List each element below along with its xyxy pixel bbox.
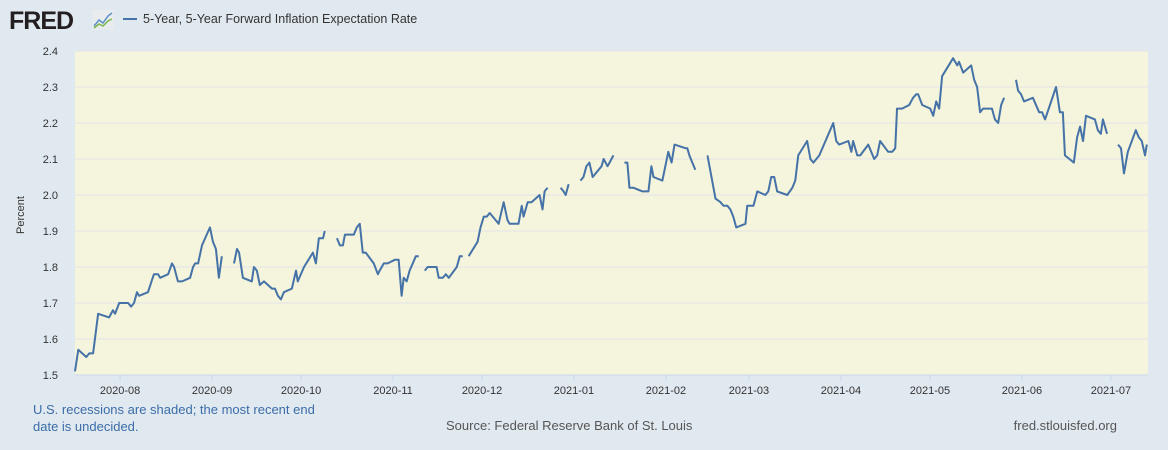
source-text: Source: Federal Reserve Bank of St. Loui… [446, 418, 693, 433]
y-tick-label: 1.8 [43, 262, 58, 274]
legend-label: 5-Year, 5-Year Forward Inflation Expecta… [143, 12, 418, 26]
legend-swatch [123, 18, 137, 20]
legend-item[interactable]: 5-Year, 5-Year Forward Inflation Expecta… [123, 12, 417, 26]
series-line-segment[interactable] [74, 226, 223, 372]
y-axis-label: Percent [15, 196, 27, 234]
series-line-segment[interactable] [336, 222, 419, 297]
fred-logo[interactable]: FRED [9, 7, 74, 35]
series-line-segment[interactable] [579, 154, 615, 182]
plot-area [75, 51, 1148, 375]
series-line-segment[interactable] [1015, 79, 1109, 164]
series-line-segment[interactable] [624, 143, 697, 193]
x-tick-label: 2021-03 [729, 385, 769, 397]
y-tick-label: 1.6 [43, 334, 58, 346]
y-tick-label: 2.1 [43, 154, 58, 166]
x-tick-label: 2020-12 [462, 385, 502, 397]
series-line-segment[interactable] [706, 57, 1006, 229]
x-tick-label: 2020-10 [281, 385, 321, 397]
y-tick-label: 1.5 [43, 370, 58, 382]
site-link[interactable]: fred.stlouisfed.org [1013, 418, 1117, 433]
series-line-segment[interactable] [233, 230, 326, 301]
x-tick-label: 2021-04 [821, 385, 861, 397]
x-tick-label: 2021-07 [1091, 385, 1131, 397]
y-tick-label: 2.4 [43, 46, 58, 58]
x-tick-label: 2021-05 [910, 385, 950, 397]
y-tick-label: 1.9 [43, 226, 58, 238]
series-line-segment[interactable] [559, 183, 570, 196]
series-line-segment[interactable] [467, 187, 549, 257]
recession-note: U.S. recessions are shaded; the most rec… [33, 402, 315, 434]
x-tick-label: 2021-02 [646, 385, 686, 397]
x-tick-label: 2020-08 [100, 385, 140, 397]
line-chart-icon [92, 10, 114, 30]
y-tick-label: 2.3 [43, 82, 58, 94]
series-line-segment[interactable] [423, 255, 463, 279]
x-tick-label: 2020-09 [192, 385, 232, 397]
x-tick-label: 2020-11 [373, 385, 413, 397]
y-tick-label: 2.0 [43, 190, 58, 202]
x-tick-label: 2021-01 [554, 385, 594, 397]
y-tick-label: 1.7 [43, 298, 58, 310]
x-tick-label: 2021-06 [1002, 385, 1042, 397]
y-tick-label: 2.2 [43, 118, 58, 130]
series-line-segment[interactable] [1117, 129, 1148, 175]
